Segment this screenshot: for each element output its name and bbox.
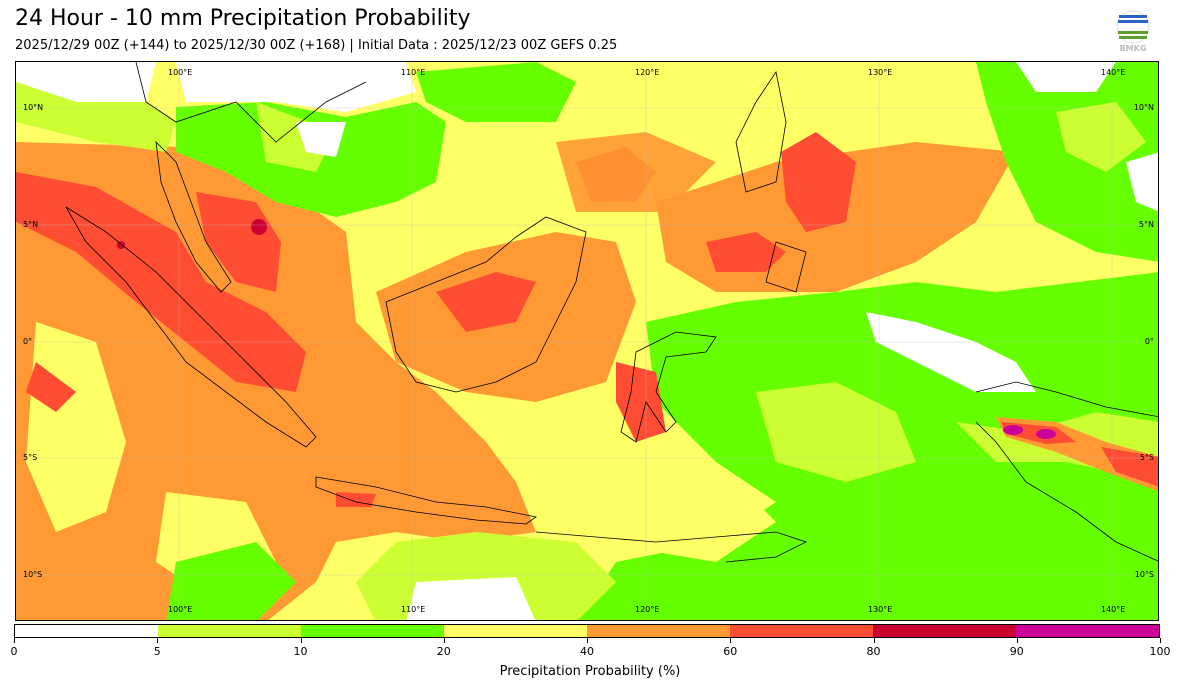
colorbar-tick-mark <box>873 638 875 643</box>
lon-label-top: 100°E <box>168 68 193 77</box>
lat-label-left: 10°S <box>23 570 43 579</box>
lon-label-top: 130°E <box>868 68 893 77</box>
lat-label-left: 0° <box>23 337 33 346</box>
coast-borneo <box>385 216 587 393</box>
lat-label-right: 0° <box>1144 337 1154 346</box>
lon-label-bottom: 100°E <box>168 605 193 614</box>
colorbar-tick-label: 100 <box>1149 645 1171 658</box>
field-red-sumatra <box>16 172 306 392</box>
probability-field <box>16 62 1158 620</box>
logo-text: BMKG <box>1119 44 1147 53</box>
field-white-east <box>866 312 1036 392</box>
field-magenta-peak <box>1003 425 1023 435</box>
lon-label-top: 140°E <box>1101 68 1126 77</box>
coast-newguinea <box>975 381 1158 562</box>
lon-label-top: 110°E <box>401 68 426 77</box>
precipitation-map: 100°E 110°E 120°E 130°E 140°E 100°E 110°… <box>15 61 1159 621</box>
colorbar-label: Precipitation Probability (%) <box>499 664 681 679</box>
coast-sumatra <box>65 206 317 448</box>
colorbar-tick-mark <box>443 638 445 643</box>
colorbar <box>14 624 1160 638</box>
colorbar-tick-mark <box>14 638 15 643</box>
colorbar-segment <box>15 625 158 637</box>
map-subtitle: 2025/12/29 00Z (+144) to 2025/12/30 00Z … <box>15 38 618 53</box>
colorbar-tick-mark <box>587 638 588 643</box>
lon-label-bottom: 140°E <box>1101 605 1126 614</box>
coast-java <box>315 476 537 525</box>
colorbar-segment <box>301 625 444 637</box>
colorbar-tick-label: 90 <box>1009 645 1024 658</box>
bmkg-logo-icon <box>1116 10 1150 44</box>
colorbar-tick-mark <box>157 638 159 643</box>
lat-label-right: 10°S <box>1134 570 1154 579</box>
colorbar-tick-mark <box>300 638 302 643</box>
colorbar-tick-label: 40 <box>580 645 594 658</box>
colorbar-segment <box>444 625 587 637</box>
lat-label-left: 10°N <box>23 103 44 112</box>
colorbar-segment <box>730 625 873 637</box>
colorbar-tick-mark <box>730 638 732 643</box>
field-white-north <box>16 62 416 157</box>
colorbar-tick-label: 60 <box>723 645 738 658</box>
colorbar-segment <box>587 625 730 637</box>
lon-label-bottom: 130°E <box>868 605 893 614</box>
lat-label-right: 5°S <box>1139 453 1154 462</box>
lon-label-top: 120°E <box>635 68 660 77</box>
coast-nusatenggara <box>535 531 808 563</box>
colorbar-segment <box>158 625 301 637</box>
colorbar-tick-label: 10 <box>293 645 308 658</box>
lat-label-left: 5°S <box>23 453 38 462</box>
colorbar-tick-label: 20 <box>436 645 451 658</box>
coast-philippines <box>735 70 807 293</box>
coast-malaya <box>155 140 232 293</box>
colorbar-tick-label: 0 <box>10 645 18 658</box>
field-white-south <box>406 577 536 620</box>
coastlines <box>65 62 1158 563</box>
lat-label-right: 10°N <box>1133 103 1154 112</box>
colorbar-tick-mark <box>1016 638 1018 643</box>
field-red-malaya <box>196 192 281 292</box>
lon-label-bottom: 110°E <box>401 605 426 614</box>
coast-sulawesi <box>620 331 717 443</box>
colorbar-segment <box>1016 625 1159 637</box>
colorbar-tick-mark <box>1160 638 1161 643</box>
lon-label-bottom: 120°E <box>635 605 660 614</box>
map-title: 24 Hour - 10 mm Precipitation Probabilit… <box>15 6 471 31</box>
coast-indochina <box>135 62 367 143</box>
field-yellow-west <box>26 322 276 602</box>
graticule <box>16 62 1158 620</box>
colorbar-tick-label: 80 <box>866 645 881 658</box>
lat-label-right: 5°N <box>1138 220 1154 229</box>
lat-label-left: 5°N <box>23 220 39 229</box>
colorbar-segment <box>873 625 1016 637</box>
colorbar-tick-label: 5 <box>153 645 161 658</box>
